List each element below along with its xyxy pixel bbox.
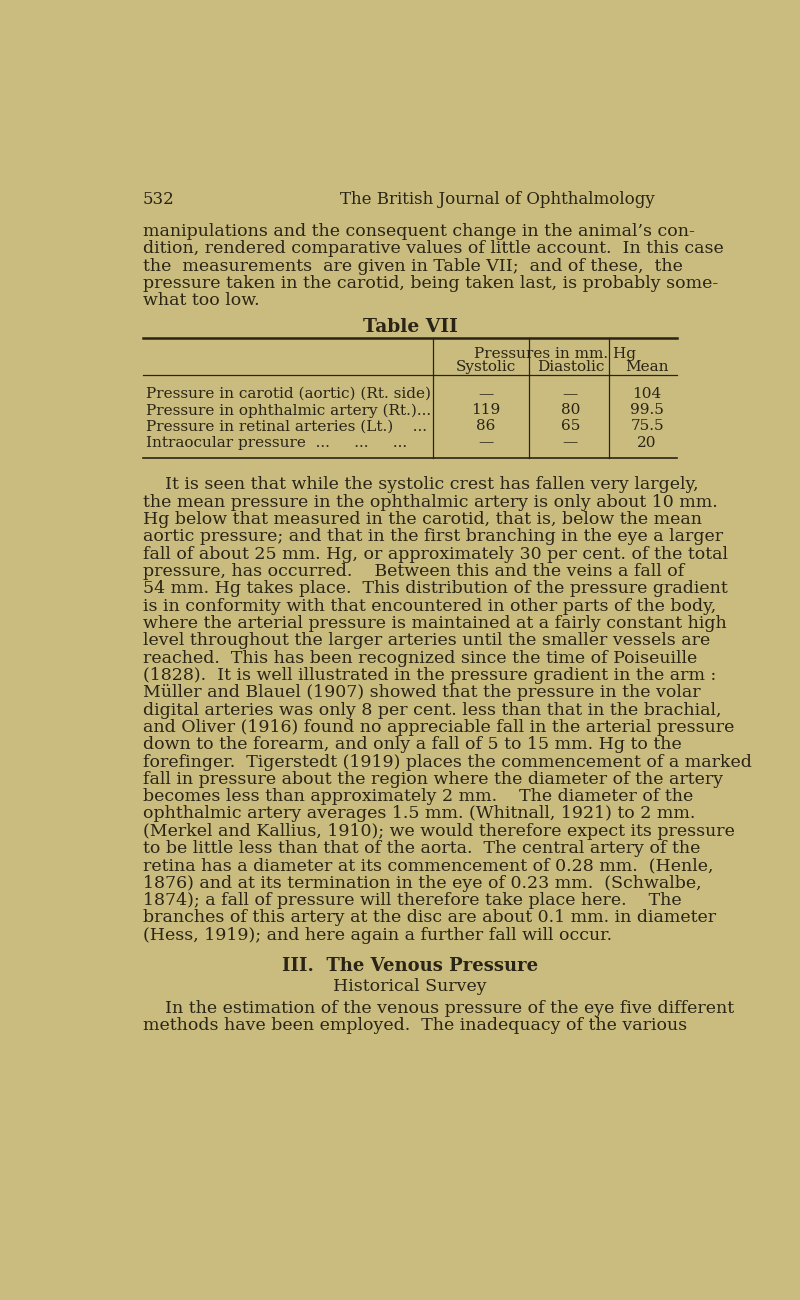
Text: 86: 86 [476,420,496,433]
Text: methods have been employed.  The inadequacy of the various: methods have been employed. The inadequa… [142,1017,686,1035]
Text: is in conformity with that encountered in other parts of the body,: is in conformity with that encountered i… [142,598,716,615]
Text: Historical Survey: Historical Survey [333,979,487,996]
Text: retina has a diameter at its commencement of 0.28 mm.  (Henle,: retina has a diameter at its commencemen… [142,858,713,875]
Text: Hg below that measured in the carotid, that is, below the mean: Hg below that measured in the carotid, t… [142,511,702,528]
Text: 65: 65 [561,420,580,433]
Text: Intraocular pressure  ...     ...     ...: Intraocular pressure ... ... ... [146,436,407,450]
Text: 75.5: 75.5 [630,420,664,433]
Text: level throughout the larger arteries until the smaller vessels are: level throughout the larger arteries unt… [142,632,710,649]
Text: 119: 119 [471,403,501,417]
Text: digital arteries was only 8 per cent. less than that in the brachial,: digital arteries was only 8 per cent. le… [142,702,721,719]
Text: pressure, has occurred.    Between this and the veins a fall of: pressure, has occurred. Between this and… [142,563,684,580]
Text: Mean: Mean [626,360,669,374]
Text: to be little less than that of the aorta.  The central artery of the: to be little less than that of the aorta… [142,840,700,857]
Text: (1828).  It is well illustrated in the pressure gradient in the arm :: (1828). It is well illustrated in the pr… [142,667,716,684]
Text: and Oliver (1916) found no appreciable fall in the arterial pressure: and Oliver (1916) found no appreciable f… [142,719,734,736]
Text: Table VII: Table VII [362,317,458,335]
Text: 1874); a fall of pressure will therefore take place here.    The: 1874); a fall of pressure will therefore… [142,892,682,909]
Text: 532: 532 [142,191,174,208]
Text: Systolic: Systolic [456,360,516,374]
Text: aortic pressure; and that in the first branching in the eye a larger: aortic pressure; and that in the first b… [142,528,722,545]
Text: 1876) and at its termination in the eye of 0.23 mm.  (Schwalbe,: 1876) and at its termination in the eye … [142,875,702,892]
Text: the  measurements  are given in Table VII;  and of these,  the: the measurements are given in Table VII;… [142,257,682,274]
Text: —: — [562,436,578,450]
Text: manipulations and the consequent change in the animal’s con-: manipulations and the consequent change … [142,224,694,240]
Text: Pressure in ophthalmic artery (Rt.)...: Pressure in ophthalmic artery (Rt.)... [146,403,431,417]
Text: (Hess, 1919); and here again a further fall will occur.: (Hess, 1919); and here again a further f… [142,927,612,944]
Text: —: — [478,387,494,400]
Text: fall in pressure about the region where the diameter of the artery: fall in pressure about the region where … [142,771,722,788]
Text: Pressure in retinal arteries (Lt.)    ...: Pressure in retinal arteries (Lt.) ... [146,420,426,433]
Text: —: — [478,436,494,450]
Text: fall of about 25 mm. Hg, or approximately 30 per cent. of the total: fall of about 25 mm. Hg, or approximatel… [142,546,728,563]
Text: 99.5: 99.5 [630,403,664,417]
Text: ophthalmic artery averages 1.5 mm. (Whitnall, 1921) to 2 mm.: ophthalmic artery averages 1.5 mm. (Whit… [142,806,695,823]
Text: 104: 104 [633,387,662,400]
Text: III.  The Venous Pressure: III. The Venous Pressure [282,957,538,975]
Text: pressure taken in the carotid, being taken last, is probably some-: pressure taken in the carotid, being tak… [142,276,718,292]
Text: 54 mm. Hg takes place.  This distribution of the pressure gradient: 54 mm. Hg takes place. This distribution… [142,580,727,597]
Text: where the arterial pressure is maintained at a fairly constant high: where the arterial pressure is maintaine… [142,615,726,632]
Text: branches of this artery at the disc are about 0.1 mm. in diameter: branches of this artery at the disc are … [142,910,716,927]
Text: It is seen that while the systolic crest has fallen very largely,: It is seen that while the systolic crest… [142,476,698,493]
Text: the mean pressure in the ophthalmic artery is only about 10 mm.: the mean pressure in the ophthalmic arte… [142,494,718,511]
Text: The British Journal of Ophthalmology: The British Journal of Ophthalmology [340,191,655,208]
Text: down to the forearm, and only a fall of 5 to 15 mm. Hg to the: down to the forearm, and only a fall of … [142,736,682,753]
Text: forefinger.  Tigerstedt (1919) places the commencement of a marked: forefinger. Tigerstedt (1919) places the… [142,754,751,771]
Text: (Merkel and Kallius, 1910); we would therefore expect its pressure: (Merkel and Kallius, 1910); we would the… [142,823,734,840]
Text: In the estimation of the venous pressure of the eye five different: In the estimation of the venous pressure… [142,1000,734,1017]
Text: Pressures in mm. Hg: Pressures in mm. Hg [474,347,636,361]
Text: 20: 20 [638,436,657,450]
Text: dition, rendered comparative values of little account.  In this case: dition, rendered comparative values of l… [142,240,723,257]
Text: —: — [562,387,578,400]
Text: Müller and Blauel (1907) showed that the pressure in the volar: Müller and Blauel (1907) showed that the… [142,684,700,701]
Text: reached.  This has been recognized since the time of Poiseuille: reached. This has been recognized since … [142,650,697,667]
Text: what too low.: what too low. [142,292,259,309]
Text: 80: 80 [561,403,580,417]
Text: becomes less than approximately 2 mm.    The diameter of the: becomes less than approximately 2 mm. Th… [142,788,693,805]
Text: Diastolic: Diastolic [537,360,604,374]
Text: Pressure in carotid (aortic) (Rt. side): Pressure in carotid (aortic) (Rt. side) [146,387,430,400]
